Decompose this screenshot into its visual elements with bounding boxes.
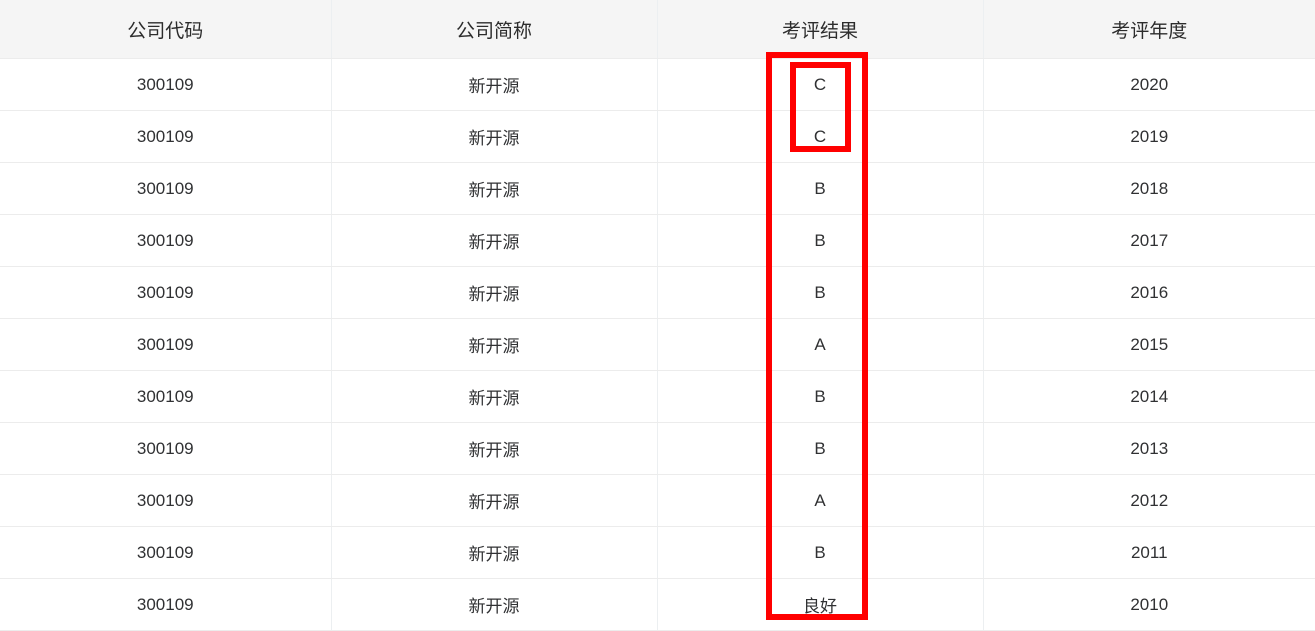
cell-company-code: 300109 [0, 474, 332, 527]
cell-company-name: 新开源 [331, 110, 658, 163]
column-header-eval-year[interactable]: 考评年度 [983, 0, 1315, 59]
cell-eval-result: C [657, 110, 984, 163]
cell-eval-result: A [657, 318, 984, 371]
cell-eval-year: 2016 [983, 266, 1315, 319]
column-header-company-name[interactable]: 公司简称 [331, 0, 658, 59]
cell-company-name: 新开源 [331, 214, 658, 267]
cell-eval-year: 2010 [983, 578, 1315, 631]
cell-company-code: 300109 [0, 422, 332, 475]
cell-company-code: 300109 [0, 214, 332, 267]
cell-company-code: 300109 [0, 266, 332, 319]
cell-company-name: 新开源 [331, 422, 658, 475]
cell-eval-year: 2015 [983, 318, 1315, 371]
cell-company-name: 新开源 [331, 578, 658, 631]
cell-company-name: 新开源 [331, 162, 658, 215]
cell-company-name: 新开源 [331, 526, 658, 579]
column-header-company-code[interactable]: 公司代码 [0, 0, 332, 59]
table-row: 300109 新开源 A 2012 [0, 474, 1315, 527]
table-row: 300109 新开源 C 2020 [0, 58, 1315, 111]
cell-company-code: 300109 [0, 318, 332, 371]
cell-eval-result: A [657, 474, 984, 527]
cell-eval-year: 2014 [983, 370, 1315, 423]
cell-eval-year: 2020 [983, 58, 1315, 111]
cell-company-code: 300109 [0, 58, 332, 111]
cell-eval-year: 2013 [983, 422, 1315, 475]
table-row: 300109 新开源 B 2017 [0, 214, 1315, 267]
cell-company-code: 300109 [0, 578, 332, 631]
table-row: 300109 新开源 B 2014 [0, 370, 1315, 423]
table-header-row: 公司代码 公司简称 考评结果 考评年度 [0, 0, 1315, 59]
table-row: 300109 新开源 B 2013 [0, 422, 1315, 475]
table-row: 300109 新开源 A 2015 [0, 318, 1315, 371]
cell-company-name: 新开源 [331, 474, 658, 527]
cell-company-name: 新开源 [331, 370, 658, 423]
cell-eval-year: 2012 [983, 474, 1315, 527]
table-body: 300109 新开源 C 2020 300109 新开源 C 2019 3001… [0, 58, 1315, 631]
cell-eval-result: C [657, 58, 984, 111]
cell-eval-result: B [657, 214, 984, 267]
cell-company-code: 300109 [0, 370, 332, 423]
table-row: 300109 新开源 B 2016 [0, 266, 1315, 319]
cell-eval-result: B [657, 162, 984, 215]
cell-eval-result: B [657, 526, 984, 579]
cell-eval-result: B [657, 370, 984, 423]
table-row: 300109 新开源 B 2011 [0, 526, 1315, 579]
table-row: 300109 新开源 良好 2010 [0, 578, 1315, 631]
table-row: 300109 新开源 B 2018 [0, 162, 1315, 215]
cell-eval-result: B [657, 266, 984, 319]
cell-eval-year: 2018 [983, 162, 1315, 215]
cell-company-code: 300109 [0, 162, 332, 215]
table-header: 公司代码 公司简称 考评结果 考评年度 [0, 0, 1315, 59]
cell-company-name: 新开源 [331, 266, 658, 319]
cell-eval-year: 2019 [983, 110, 1315, 163]
cell-company-name: 新开源 [331, 58, 658, 111]
table-row: 300109 新开源 C 2019 [0, 110, 1315, 163]
column-header-eval-result[interactable]: 考评结果 [657, 0, 984, 59]
cell-eval-result: 良好 [657, 578, 984, 631]
cell-company-code: 300109 [0, 110, 332, 163]
cell-eval-result: B [657, 422, 984, 475]
cell-eval-year: 2017 [983, 214, 1315, 267]
cell-company-code: 300109 [0, 526, 332, 579]
cell-eval-year: 2011 [983, 526, 1315, 579]
cell-company-name: 新开源 [331, 318, 658, 371]
